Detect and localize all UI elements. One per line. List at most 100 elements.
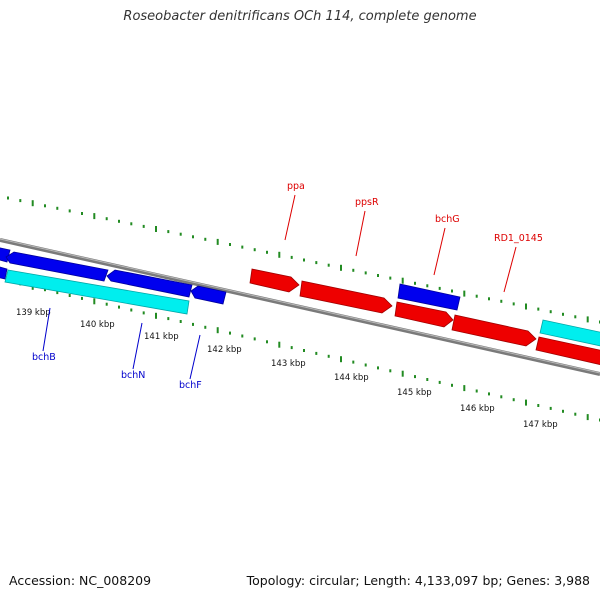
gc-tick (93, 298, 96, 305)
gc-tick (105, 302, 108, 306)
gc-tick (290, 346, 293, 350)
gc-tick (56, 206, 59, 210)
gc-tick (549, 406, 552, 410)
gc-tick (303, 349, 305, 352)
gc-tick (105, 217, 108, 221)
gc-tick (451, 289, 453, 293)
gc-tick (340, 264, 342, 271)
gc-tick (229, 243, 231, 246)
gc-tick (315, 351, 318, 355)
gene-arrow-rna (539, 319, 600, 347)
gc-tick (192, 322, 194, 326)
gene-label-group: ppa ppsR bchG RD1_0145 bchB bchN bchF (32, 181, 543, 391)
gc-tick (537, 307, 540, 311)
gc-tick (475, 294, 478, 298)
gene-arrow-reverse (5, 251, 109, 282)
gc-tick (414, 281, 416, 285)
gene-arrow-forward (451, 314, 537, 347)
gene-label-leader-line (284, 194, 296, 241)
gc-tick (253, 337, 256, 341)
gc-tick (81, 296, 83, 300)
gc-tick (377, 274, 379, 277)
kbp-tick-label: 143 kbp (271, 359, 306, 369)
gc-tick (414, 375, 416, 379)
gc-tick (167, 317, 170, 321)
gc-tick (475, 389, 478, 393)
gene-arrow-reverse (190, 285, 227, 305)
gene-arrow-rna (4, 269, 190, 315)
gc-tick (488, 392, 490, 396)
gc-track-top (7, 196, 600, 324)
gene-label-leader-line (42, 307, 51, 352)
gc-tick (44, 288, 46, 292)
kbp-tick-label: 145 kbp (397, 388, 432, 398)
accession-text: Accession: NC_008209 (9, 573, 152, 588)
gene-arrow-reverse (397, 283, 461, 311)
gc-tick (93, 213, 96, 220)
gc-tick (19, 199, 22, 203)
gc-tick (118, 305, 120, 309)
kbp-tick-label: 139 kbp (16, 308, 51, 318)
gc-tick (266, 250, 268, 254)
gc-tick (401, 370, 404, 377)
gc-tick (586, 316, 589, 323)
gc-tick (488, 297, 490, 301)
gc-tick (500, 299, 503, 303)
gene-arrow-reverse (106, 269, 193, 298)
gc-tick (537, 404, 540, 407)
genome-summary-text: Topology: circular; Length: 4,133,097 bp… (246, 573, 590, 588)
gc-tick (216, 238, 219, 245)
gene-label-leader-line (355, 210, 366, 257)
genome-backbone-highlight (0, 238, 600, 374)
gc-tick (7, 196, 9, 200)
kbp-tick-label: 142 kbp (207, 345, 242, 355)
gc-tick (204, 325, 207, 329)
gene-label-leader-line (433, 227, 446, 276)
gc-tick (81, 212, 83, 215)
gc-tick (562, 409, 564, 413)
gc-tick (574, 412, 577, 416)
gene-arrow-forward (394, 301, 454, 328)
gene-label-bchn: bchN (121, 370, 145, 381)
gc-tick (364, 363, 367, 367)
gc-tick (562, 312, 564, 316)
gc-tick (266, 340, 268, 344)
gc-tick (192, 235, 194, 239)
gc-tick (167, 230, 170, 234)
gc-tick (352, 268, 355, 272)
kbp-tick-label: 144 kbp (334, 373, 369, 383)
gc-tick (130, 222, 133, 226)
kbp-scale: 139 kbp 140 kbp 141 kbp 142 kbp 143 kbp 144 k… (16, 308, 558, 430)
gene-label-bchb: bchB (32, 352, 56, 363)
gene-label-bchg: bchG (435, 214, 460, 225)
gc-tick (451, 383, 453, 387)
gene-label-leader-line (503, 246, 517, 293)
gc-tick (574, 315, 577, 319)
gene-arrow-forward (249, 268, 300, 293)
gc-tick (142, 224, 145, 228)
gc-tick (130, 308, 133, 312)
gc-tick (389, 369, 392, 373)
gc-tick (179, 232, 182, 236)
gene-label-rd1-0145: RD1_0145 (494, 233, 543, 244)
gc-tick (155, 226, 157, 232)
gc-tick (229, 331, 231, 335)
gene-arrow-forward (535, 336, 600, 365)
gc-tick (253, 248, 256, 252)
gc-tick (44, 204, 46, 208)
gc-tick (525, 399, 527, 406)
gc-tick (401, 277, 404, 284)
gc-tick (118, 219, 120, 223)
gc-tick (155, 312, 157, 319)
gene-arrow-forward (299, 280, 393, 314)
gc-tick (377, 366, 379, 370)
gc-tick (549, 310, 552, 314)
gc-tick (315, 261, 318, 265)
gc-tick (241, 334, 244, 338)
gc-tick (426, 284, 429, 288)
gc-tick (68, 294, 71, 297)
gc-tick (500, 395, 503, 399)
kbp-tick-label: 146 kbp (460, 404, 495, 414)
gc-tick (241, 245, 244, 249)
